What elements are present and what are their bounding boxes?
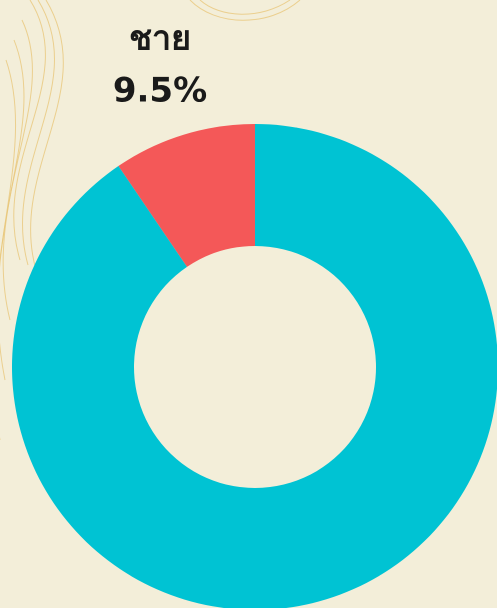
decoration (0, 0, 301, 440)
slice (118, 124, 255, 267)
slice (12, 124, 497, 608)
value-label: 9.5% (113, 71, 207, 111)
slice-label: ชาย (129, 19, 191, 59)
donut (12, 124, 497, 608)
